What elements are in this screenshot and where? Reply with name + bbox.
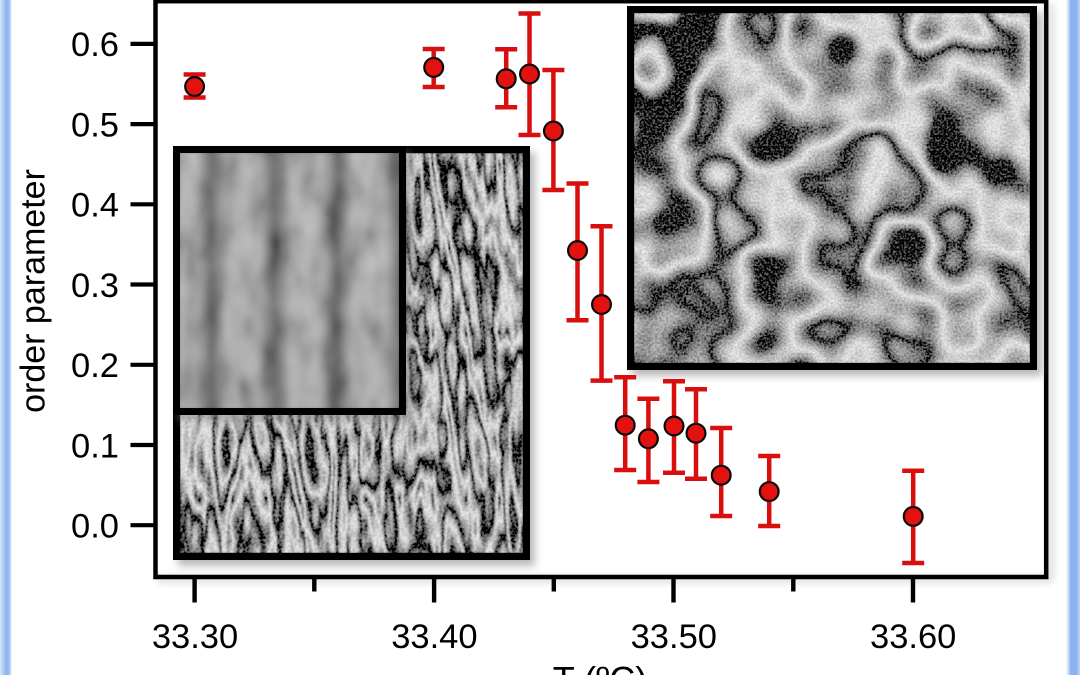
svg-text:0.6: 0.6 xyxy=(71,26,119,64)
svg-text:33.40: 33.40 xyxy=(391,618,477,656)
svg-text:0.1: 0.1 xyxy=(71,427,119,465)
svg-text:0.5: 0.5 xyxy=(71,106,119,144)
svg-text:33.50: 33.50 xyxy=(631,618,717,656)
svg-text:order parameter: order parameter xyxy=(15,169,53,413)
svg-text:0.2: 0.2 xyxy=(71,347,119,385)
svg-text:T (ºC): T (ºC) xyxy=(553,659,647,675)
svg-text:33.30: 33.30 xyxy=(152,618,238,656)
svg-text:33.60: 33.60 xyxy=(870,618,956,656)
svg-text:0.4: 0.4 xyxy=(71,187,119,225)
svg-text:0.3: 0.3 xyxy=(71,267,119,305)
svg-text:0.0: 0.0 xyxy=(71,508,119,546)
